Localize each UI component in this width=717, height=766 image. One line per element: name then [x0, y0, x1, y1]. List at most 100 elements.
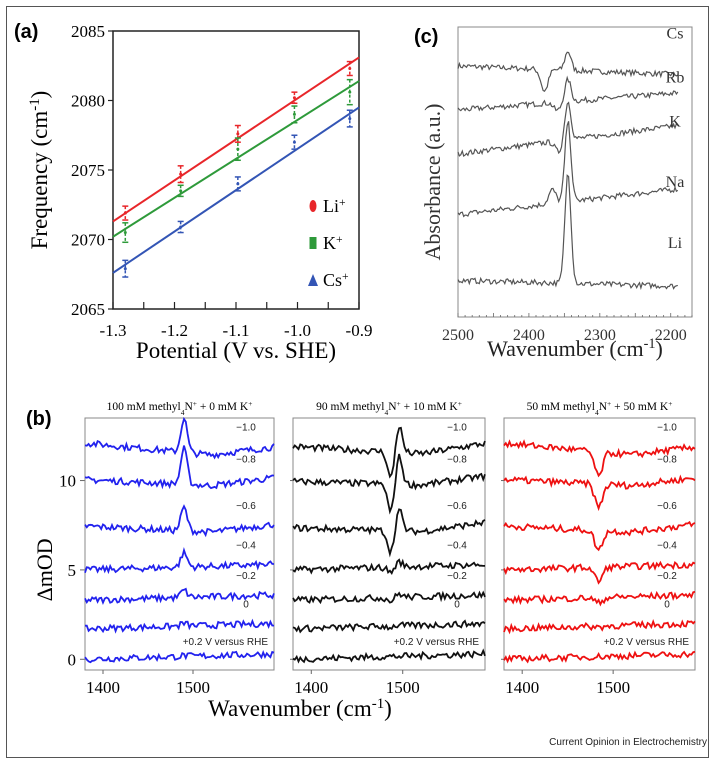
x-tick-label-c: 2200 — [655, 327, 687, 344]
x-tick-label-a: -0.9 — [346, 321, 373, 340]
potential-label: −0.4 — [657, 540, 677, 551]
plot-box-b — [503, 417, 696, 671]
potential-label: −0.4 — [236, 540, 256, 551]
legend-label-k: K+ — [323, 233, 343, 254]
x-tick-label-a: -1.1 — [223, 321, 250, 340]
potential-label: −1.0 — [447, 423, 467, 434]
potential-label: −0.4 — [447, 540, 467, 551]
trace — [85, 618, 275, 634]
y-axis-label-b: ΔmOD — [32, 538, 57, 601]
subplot-title: 100 mM methyl4N+ + 0 mM K+ — [107, 399, 253, 417]
potential-label: −0.8 — [236, 455, 256, 466]
trace — [84, 587, 275, 605]
x-tick-label-b: 1400 — [294, 678, 328, 697]
spectrum-k — [457, 101, 679, 157]
y-tick-label-b: 5 — [68, 561, 77, 580]
x-tick-label-c: 2400 — [513, 327, 545, 344]
series-label-cs: Cs — [667, 26, 684, 43]
data-point — [292, 96, 296, 100]
spectrum-li — [457, 174, 678, 291]
trace — [84, 445, 275, 490]
potential-label: −0.6 — [236, 501, 256, 512]
series-label-k: K — [669, 114, 681, 131]
trace — [503, 650, 696, 664]
trace — [292, 453, 486, 515]
potential-label: +0.2 V versus RHE — [394, 637, 480, 648]
trace — [292, 426, 486, 479]
data-point — [179, 225, 183, 229]
trace — [84, 416, 275, 460]
trace — [84, 650, 275, 664]
y-tick-label-a: 2065 — [71, 300, 105, 319]
data-point — [123, 231, 127, 235]
subplot-b2: 90 mM methyl4N+ + 10 mM K+ 1400 1500 −1.0 −0… — [290, 399, 486, 697]
data-point — [179, 172, 183, 176]
data-point — [348, 90, 352, 94]
subplot-title: 90 mM methyl4N+ + 10 mM K+ — [316, 399, 462, 417]
potential-label: −0.2 — [447, 571, 467, 582]
potential-label: 0 — [243, 599, 249, 610]
plot-box-a — [112, 30, 360, 310]
potential-label: −0.6 — [447, 501, 467, 512]
data-point — [179, 189, 183, 193]
potential-label: −0.8 — [657, 455, 677, 466]
subplot-title: 50 mM methyl4N+ + 50 mM K+ — [527, 399, 673, 417]
x-axis-label-b: Wavenumber (cm-1) — [208, 696, 392, 721]
y-tick-label-b: 10 — [59, 472, 76, 491]
spectrum-cs — [457, 51, 679, 92]
y-tick-label-a: 2070 — [71, 231, 105, 250]
potential-label: −1.0 — [236, 423, 256, 434]
legend-marker-k — [309, 237, 317, 249]
plot-box-c — [457, 26, 693, 318]
source-credit: Current Opinion in Electrochemistry — [549, 737, 707, 748]
potential-label: +0.2 V versus RHE — [604, 637, 690, 648]
x-tick-label-a: -1.2 — [161, 321, 188, 340]
x-tick-label-c: 2300 — [584, 327, 616, 344]
legend-label-li: Li+ — [323, 196, 346, 217]
data-point — [236, 182, 240, 186]
spectrum-rb — [457, 75, 679, 112]
potential-label: 0 — [454, 599, 460, 610]
data-point — [236, 147, 240, 151]
potential-label: −0.6 — [657, 501, 677, 512]
subplot-b1: 100 mM methyl4N+ + 0 mM K+ 1400 1500 −1.0 −0… — [84, 399, 275, 697]
trace — [292, 619, 486, 634]
data-point — [292, 112, 296, 116]
potential-label: −1.0 — [657, 423, 677, 434]
panel-label-c: (c) — [414, 26, 438, 48]
panel-label-a: (a) — [14, 21, 38, 43]
trace — [503, 590, 696, 607]
y-axis-label-a: Frequency (cm-1) — [27, 91, 52, 250]
trace — [503, 439, 696, 478]
x-tick-label-c: 2500 — [442, 327, 474, 344]
series-cs — [112, 106, 360, 278]
x-axis-label-c: Wavenumber (cm-1) — [487, 336, 663, 361]
panel-label-b: (b) — [26, 408, 52, 430]
data-point — [292, 140, 296, 144]
subplot-b3: 50 mM methyl4N+ + 50 mM K+ 1400 1500 −1.0 −0… — [501, 399, 696, 697]
series-li — [112, 56, 360, 223]
potential-label: +0.2 V versus RHE — [183, 637, 269, 648]
x-tick-label-b: 1500 — [596, 678, 630, 697]
data-point — [236, 132, 240, 136]
x-axis-label-a: Potential (V vs. SHE) — [136, 338, 336, 363]
trace — [503, 520, 696, 552]
data-point — [348, 67, 352, 71]
potential-label: −0.2 — [657, 571, 677, 582]
spectrum-na — [457, 121, 679, 218]
trace — [503, 560, 696, 585]
panel-b: (b) ΔmOD 0 5 10 Wavenumber (cm-1) 100 mM methy… — [26, 399, 696, 721]
trace — [84, 504, 275, 538]
legend-marker-cs — [308, 274, 318, 286]
x-tick-label-a: -1.0 — [284, 321, 311, 340]
series-k — [112, 78, 360, 244]
trace — [84, 547, 275, 575]
trace — [292, 508, 486, 558]
data-point — [123, 267, 127, 271]
series-label-li: Li — [668, 235, 683, 252]
x-tick-label-a: -1.3 — [100, 321, 127, 340]
x-tick-label-b: 1400 — [86, 678, 120, 697]
series-label-na: Na — [666, 174, 685, 191]
plot-box-b — [292, 417, 486, 671]
